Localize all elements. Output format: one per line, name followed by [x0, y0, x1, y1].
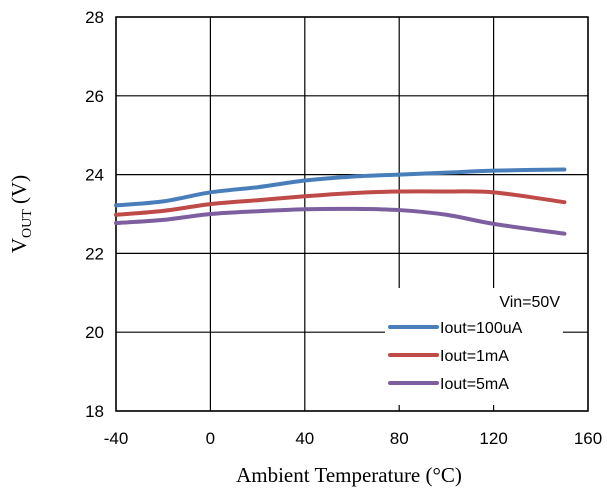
y-tick-label: 24 [85, 166, 104, 185]
series-line [114, 167, 567, 208]
y-axis-title-main: V [7, 238, 31, 253]
x-axis-title: Ambient Temperature (°C) [236, 463, 462, 487]
y-tick-labels: 18 20 22 24 26 28 [85, 8, 104, 421]
y-tick-label: 26 [85, 87, 104, 106]
x-tick-label: 120 [479, 429, 507, 448]
series-line [114, 189, 567, 217]
vin-annotation: Vin=50V [499, 294, 560, 311]
x-tick-label: -40 [104, 429, 129, 448]
x-tick-label: 80 [390, 429, 409, 448]
series-line [114, 206, 567, 236]
y-tick-label: 22 [85, 244, 104, 263]
y-tick-label: 20 [85, 323, 104, 342]
legend: Vin=50V Iout=100uA Iout=1mA Iout=5mA [385, 288, 563, 405]
series-lines [114, 167, 567, 236]
x-tick-label: 160 [574, 429, 602, 448]
x-tick-labels: -40 0 40 80 120 160 [104, 429, 602, 448]
x-tick-label: 0 [206, 429, 215, 448]
y-axis-title: VOUT (V) [7, 175, 35, 253]
x-tick-label: 40 [295, 429, 314, 448]
legend-label: Iout=100uA [440, 320, 523, 337]
y-tick-label: 28 [85, 8, 104, 27]
y-tick-label: 18 [85, 402, 104, 421]
legend-background [385, 288, 563, 405]
y-axis-title-unit: (V) [7, 175, 31, 209]
y-axis-title-subscript: OUT [20, 209, 35, 238]
legend-label: Iout=5mA [440, 376, 509, 393]
legend-label: Iout=1mA [440, 348, 509, 365]
